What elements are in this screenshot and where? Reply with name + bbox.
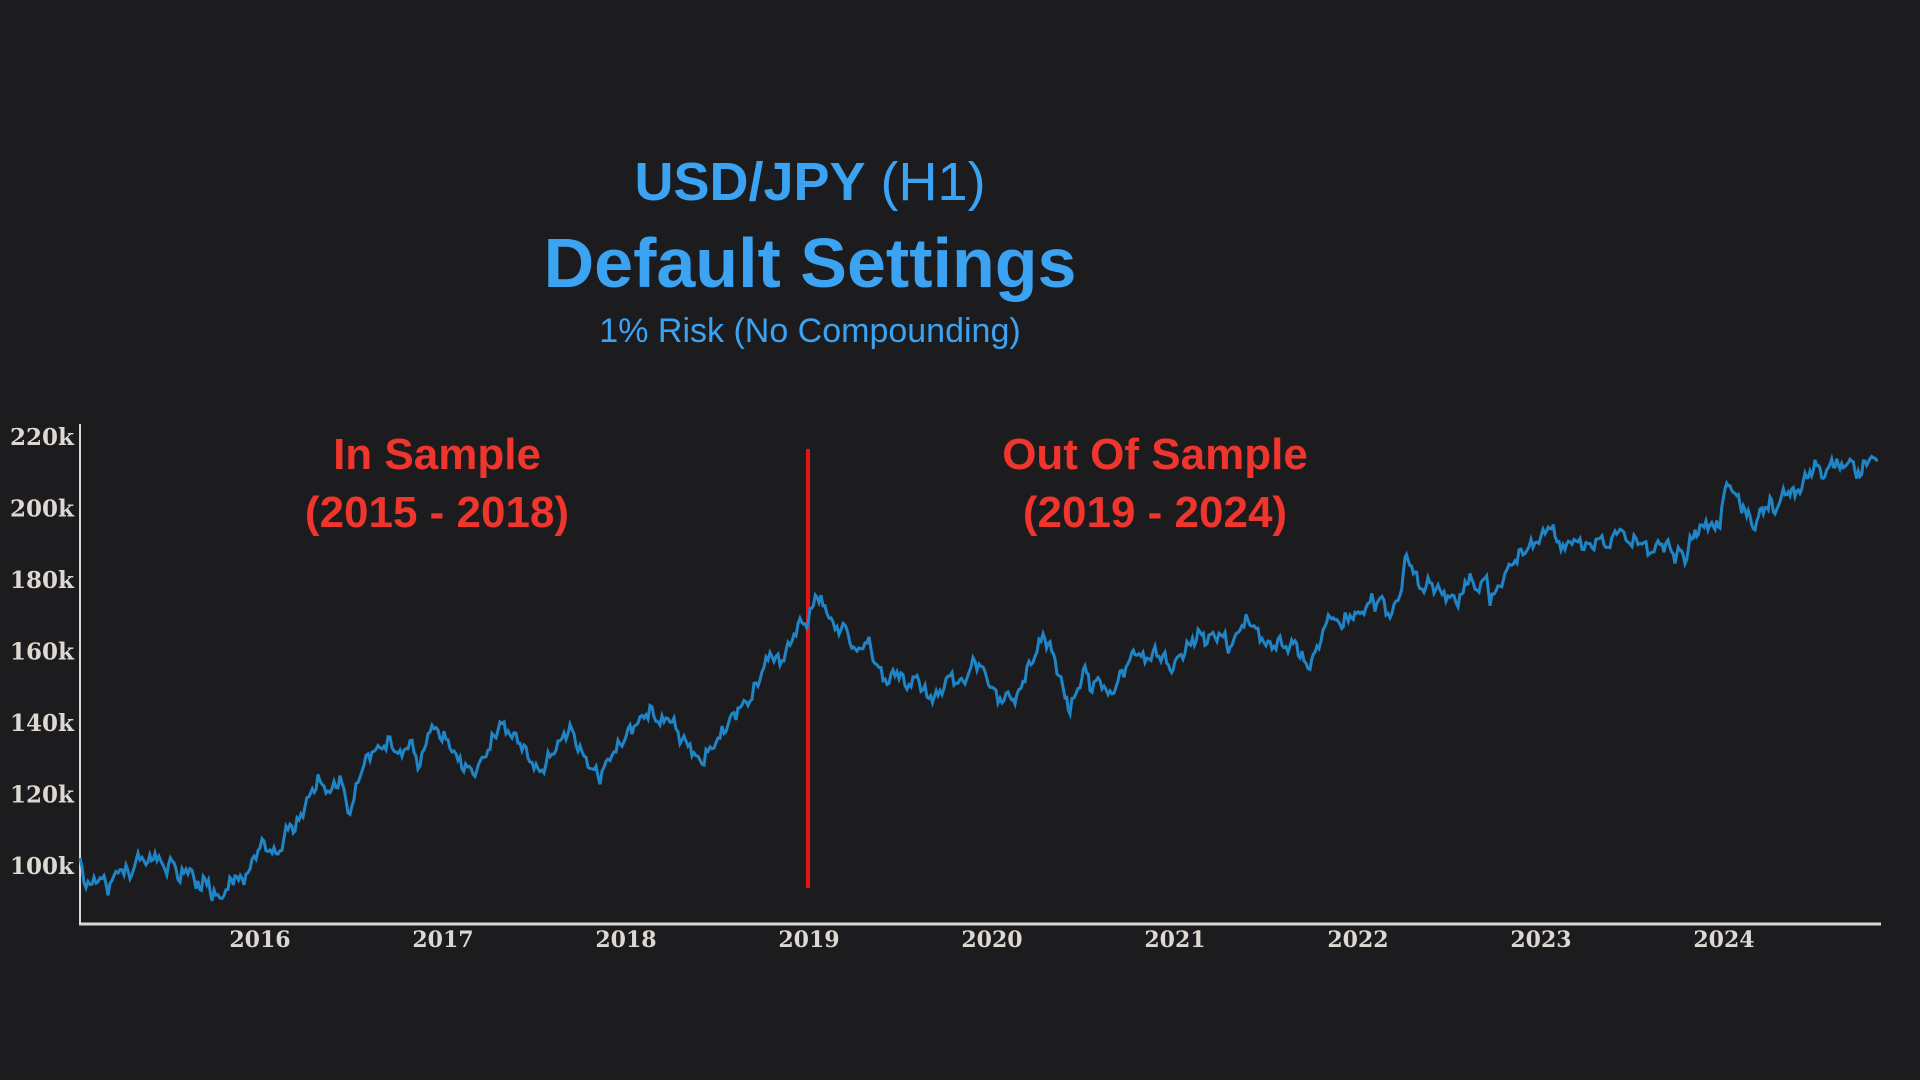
x-tick-label: 2023 <box>1510 927 1571 953</box>
out-of-sample-line1: Out Of Sample <box>1002 430 1308 479</box>
chart-title: USD/JPY (H1) <box>634 152 985 212</box>
timeframe-label: (H1) <box>880 152 986 212</box>
settings-title: Default Settings <box>543 224 1077 302</box>
in-sample-annotation: In Sample (2015 - 2018) <box>305 426 569 542</box>
in-sample-line1: In Sample <box>333 430 541 479</box>
x-tick-label: 2024 <box>1693 927 1754 953</box>
equity-curve <box>78 453 1879 902</box>
symbol-label: USD/JPY <box>634 152 866 212</box>
out-of-sample-line2: (2019 - 2024) <box>1022 488 1288 537</box>
y-tick-label: 140k <box>10 710 75 737</box>
y-tick-label: 120k <box>10 782 75 809</box>
x-tick-label: 2020 <box>961 927 1022 953</box>
x-tick-label: 2022 <box>1327 927 1388 953</box>
x-tick-label: 2021 <box>1144 927 1205 953</box>
x-tick-label: 2019 <box>778 927 839 953</box>
risk-subtitle: 1% Risk (No Compounding) <box>599 312 1021 350</box>
x-tick-label: 2018 <box>595 927 656 953</box>
y-tick-label: 200k <box>10 496 75 523</box>
y-tick-label: 100k <box>10 853 75 880</box>
y-tick-label: 160k <box>10 639 75 666</box>
out-of-sample-annotation: Out Of Sample (2019 - 2024) <box>1002 426 1308 542</box>
y-tick-label: 180k <box>10 567 75 594</box>
x-tick-label: 2017 <box>412 927 473 953</box>
in-sample-line2: (2015 - 2018) <box>304 488 570 537</box>
y-tick-label: 220k <box>10 424 75 451</box>
x-tick-label: 2016 <box>229 927 290 953</box>
